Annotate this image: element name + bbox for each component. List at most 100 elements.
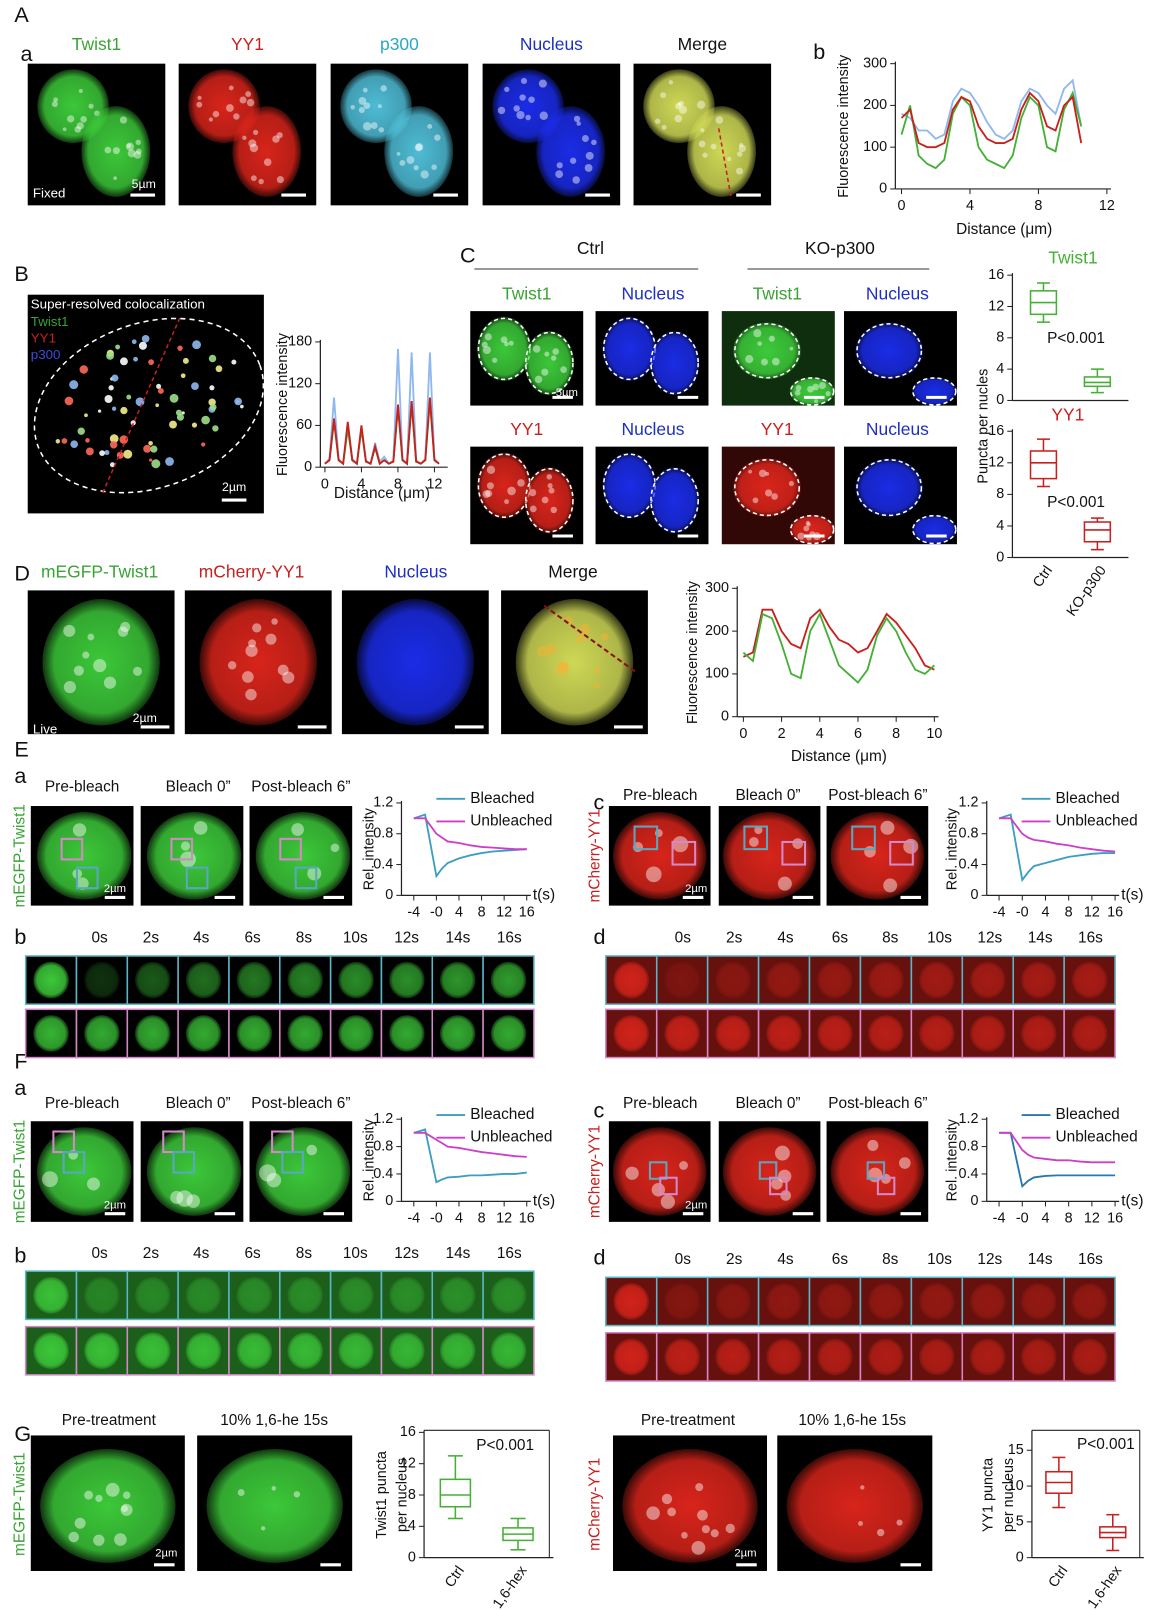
punctum — [226, 104, 234, 112]
punctum — [193, 821, 208, 835]
cell — [612, 812, 707, 900]
punctum — [427, 124, 433, 129]
punctum — [85, 447, 94, 456]
label: 2µm — [155, 1548, 177, 1560]
frap-punctum — [817, 1015, 853, 1052]
punctum — [95, 1494, 103, 1503]
nucleus-outline — [650, 468, 699, 533]
frap-punctum — [185, 1332, 222, 1370]
roi-box — [281, 1151, 304, 1174]
punctum — [555, 662, 569, 676]
punctum — [99, 450, 106, 457]
punctum — [69, 380, 79, 390]
cell — [602, 452, 657, 519]
punctum — [736, 151, 743, 157]
frap-punctum — [389, 1276, 425, 1314]
roi-box — [758, 1161, 778, 1180]
roi-box — [851, 825, 876, 851]
panel-letter: E — [14, 736, 28, 761]
x-tick-label: -4 — [407, 905, 420, 921]
punctum — [646, 1506, 660, 1520]
label: Nucleus — [866, 283, 929, 303]
y-tick-label: 0 — [996, 392, 1004, 408]
punctum — [228, 85, 234, 91]
frap-punctum — [287, 1332, 324, 1370]
label: Pre-bleach — [623, 787, 697, 804]
frap-punctum — [919, 1015, 955, 1052]
panel-letter: a — [21, 41, 33, 66]
punctum — [121, 1505, 128, 1513]
punctum — [120, 621, 131, 633]
label: mEGFP-Twist1 — [12, 1453, 29, 1556]
x-tick-label: 8 — [1034, 198, 1042, 214]
frap-punctum — [1020, 1015, 1057, 1052]
frap-punctum — [664, 961, 701, 999]
y-tick-label: 8 — [408, 1487, 416, 1503]
cell — [687, 106, 756, 197]
x-tick-label: -4 — [407, 1211, 420, 1227]
cell — [722, 1127, 817, 1216]
punctum — [245, 91, 252, 97]
y-tick-label: 5 — [1016, 1514, 1024, 1530]
annotation: P<0.001 — [1047, 330, 1105, 347]
frap-punctum — [613, 1015, 650, 1052]
punctum — [691, 1540, 706, 1555]
cell — [612, 1127, 707, 1216]
frap-punctum — [134, 1332, 171, 1370]
cell — [733, 322, 801, 380]
y-axis-label: Rel. intensity — [945, 1118, 961, 1201]
punctum — [700, 128, 705, 133]
roi-box — [659, 1176, 678, 1196]
frap-punctum — [919, 1338, 955, 1376]
label: Post-bleach 6” — [251, 779, 350, 796]
label: 8s — [296, 930, 313, 947]
frap-border — [1063, 1008, 1116, 1059]
punctum — [377, 104, 382, 109]
label: 0s — [91, 930, 108, 947]
y-tick-label: 0.4 — [959, 856, 979, 872]
label: 16s — [497, 1245, 522, 1262]
punctum — [555, 170, 564, 179]
y-axis-label: Fluorescence intensity — [275, 332, 291, 476]
punctum — [231, 359, 237, 365]
x-tick-label: 4 — [816, 726, 824, 742]
label: 2s — [143, 930, 160, 947]
frap-punctum — [766, 1015, 802, 1052]
nucleus-outline — [912, 377, 957, 406]
label: YY1 — [761, 419, 794, 439]
punctum — [547, 483, 553, 489]
series-line — [743, 608, 935, 671]
punctum — [710, 143, 717, 150]
annotation: P<0.001 — [1077, 1436, 1135, 1453]
punctum — [135, 397, 145, 407]
frap-punctum — [338, 1276, 374, 1314]
x-tick-label: 10 — [926, 726, 942, 742]
punctum — [396, 151, 401, 156]
box — [1083, 521, 1112, 543]
punctum — [701, 1525, 710, 1534]
punctum — [293, 1491, 301, 1498]
punctum — [68, 1531, 80, 1543]
punctum — [84, 1490, 94, 1500]
punctum — [271, 1486, 277, 1491]
legend-label: Unbleached — [1056, 1129, 1138, 1146]
x-tick-label: Ctrl — [442, 1563, 468, 1590]
x-axis-label: Distance (μm) — [334, 485, 430, 502]
legend-label: Unbleached — [470, 812, 552, 829]
punctum — [565, 616, 573, 625]
y-axis-label: Rel. intensity — [361, 1118, 377, 1201]
frap-punctum — [490, 961, 527, 999]
frap-punctum — [33, 1276, 69, 1314]
punctum — [661, 1493, 673, 1505]
frap-punctum — [338, 1332, 374, 1370]
y-tick-label: 0 — [971, 1193, 979, 1209]
x-tick-label: 1,6-hex — [1085, 1563, 1126, 1610]
punctum — [519, 94, 526, 101]
y-tick-label: 0.4 — [959, 1166, 979, 1182]
label: mCherry-YY1 — [199, 562, 305, 582]
box — [439, 1478, 472, 1508]
y-tick-label: 0 — [385, 1193, 393, 1209]
series-line — [413, 817, 527, 851]
